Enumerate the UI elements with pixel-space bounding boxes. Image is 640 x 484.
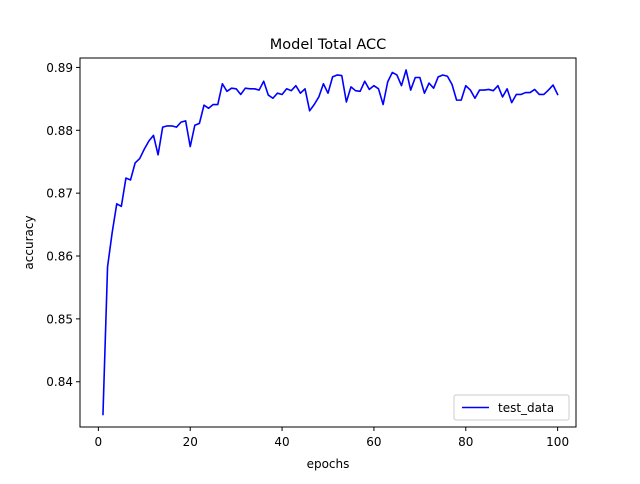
y-axis-ticks: 0.84 0.85 0.86 0.87 0.88 0.89 [46,61,80,389]
x-tick-label: 60 [366,435,381,449]
series-line-test-data [102,69,559,416]
y-axis-label: accuracy [22,215,36,269]
plot-area [80,58,576,427]
y-tick-label: 0.88 [46,124,73,138]
y-tick-label: 0.84 [46,375,73,389]
chart-title: Model Total ACC [270,37,387,53]
y-tick-label: 0.87 [46,187,73,201]
y-tick-label: 0.86 [46,250,73,264]
x-axis-ticks: 0 20 40 60 80 100 [95,427,569,449]
x-tick-label: 0 [95,435,103,449]
series-layer [102,69,559,416]
x-tick-label: 100 [546,435,569,449]
x-axis-label: epochs [307,457,350,471]
y-tick-label: 0.85 [46,312,73,326]
x-tick-label: 80 [458,435,473,449]
x-tick-label: 40 [274,435,289,449]
y-tick-label: 0.89 [46,61,73,75]
legend: test_data [453,394,570,421]
axes-frame [79,57,577,428]
legend-box [453,394,570,421]
legend-label-test-data: test_data [498,401,554,415]
x-tick-label: 20 [183,435,198,449]
